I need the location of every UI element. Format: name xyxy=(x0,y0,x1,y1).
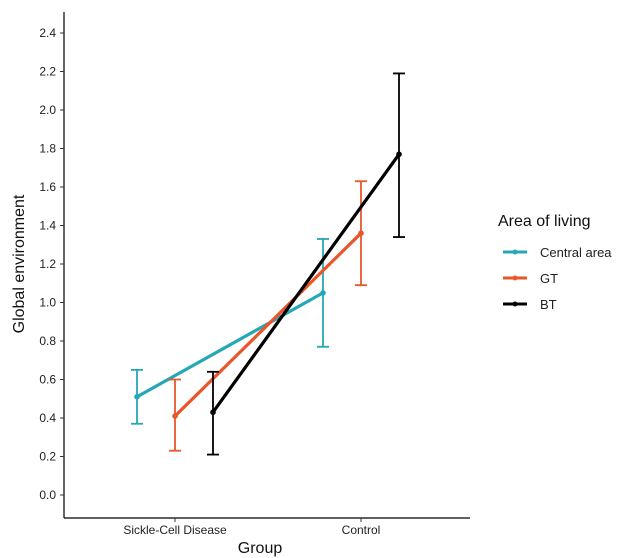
series-layer xyxy=(131,72,405,456)
y-tick-label: 2.2 xyxy=(39,65,56,79)
x-axis-title: Group xyxy=(238,540,283,557)
x-axis: Sickle-Cell Disease Control xyxy=(64,517,470,537)
y-tick-label: 0.2 xyxy=(39,450,56,464)
data-point xyxy=(320,290,326,296)
data-point xyxy=(210,409,216,416)
y-tick-label: 2.0 xyxy=(39,103,56,117)
data-point xyxy=(396,151,402,158)
y-tick-label: 0.4 xyxy=(39,411,56,425)
data-point xyxy=(134,394,140,400)
series-line xyxy=(135,291,325,399)
series-line xyxy=(173,231,363,418)
y-tick-label: 1.0 xyxy=(39,296,56,310)
series-central-area xyxy=(131,238,329,425)
legend-swatch-point xyxy=(512,301,518,307)
y-tick-label: 1.2 xyxy=(39,257,56,271)
legend-label: GT xyxy=(540,271,558,286)
y-axis-title: Global environment xyxy=(11,194,28,333)
series-gt xyxy=(169,180,367,452)
series-bt xyxy=(207,72,405,456)
y-tick-label: 1.4 xyxy=(39,219,56,233)
legend-label: BT xyxy=(540,297,557,312)
y-tick-label: 2.4 xyxy=(39,26,56,40)
legend: Area of living Central area GT BT xyxy=(498,213,612,312)
series-line xyxy=(211,152,401,414)
legend-swatch-point xyxy=(512,275,518,281)
y-tick-label: 1.6 xyxy=(39,180,56,194)
y-tick-label: 1.8 xyxy=(39,142,56,156)
y-tick-label: 0.0 xyxy=(39,488,56,502)
legend-swatch-point xyxy=(512,249,518,255)
y-tick-label: 0.8 xyxy=(39,334,56,348)
data-point xyxy=(172,413,178,419)
y-tick-label: 0.6 xyxy=(39,373,56,387)
legend-title: Area of living xyxy=(498,213,591,230)
y-axis: 0.0 0.2 0.4 0.6 0.8 1.0 1.2 1.4 1.6 1.8 2.0 2.2 2.4 xyxy=(39,12,65,518)
x-tick-label: Sickle-Cell Disease xyxy=(123,523,227,537)
data-point xyxy=(358,230,364,236)
legend-label: Central area xyxy=(540,245,612,260)
x-tick-label: Control xyxy=(342,523,381,537)
